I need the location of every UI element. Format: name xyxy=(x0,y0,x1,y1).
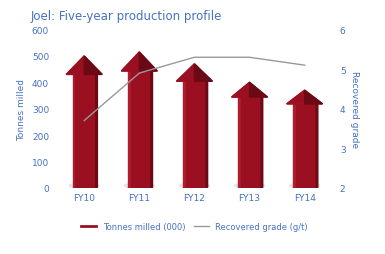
Polygon shape xyxy=(151,72,152,188)
Polygon shape xyxy=(305,91,323,104)
Polygon shape xyxy=(66,57,102,75)
Ellipse shape xyxy=(234,183,264,188)
Polygon shape xyxy=(287,91,305,104)
Polygon shape xyxy=(296,104,316,188)
Polygon shape xyxy=(176,65,213,82)
Polygon shape xyxy=(316,104,318,188)
Ellipse shape xyxy=(124,183,154,188)
Polygon shape xyxy=(139,53,157,72)
Y-axis label: Tonnes milled: Tonnes milled xyxy=(17,78,26,140)
Polygon shape xyxy=(241,98,261,188)
Polygon shape xyxy=(232,83,268,98)
Y-axis label: Recovered grade: Recovered grade xyxy=(350,71,360,148)
Polygon shape xyxy=(194,65,213,82)
Ellipse shape xyxy=(69,183,99,188)
Polygon shape xyxy=(73,75,75,188)
Polygon shape xyxy=(176,65,194,82)
Polygon shape xyxy=(206,82,208,188)
Ellipse shape xyxy=(290,183,320,188)
Polygon shape xyxy=(75,75,96,188)
Polygon shape xyxy=(293,104,296,188)
Polygon shape xyxy=(84,57,102,75)
Polygon shape xyxy=(66,57,84,75)
Text: Joel: Five-year production profile: Joel: Five-year production profile xyxy=(31,10,222,23)
Ellipse shape xyxy=(179,183,209,188)
Polygon shape xyxy=(287,91,323,104)
Polygon shape xyxy=(96,75,97,188)
Polygon shape xyxy=(128,72,131,188)
Polygon shape xyxy=(121,53,157,72)
Polygon shape xyxy=(249,83,268,98)
Polygon shape xyxy=(261,98,263,188)
Polygon shape xyxy=(186,82,206,188)
Polygon shape xyxy=(121,53,139,72)
Polygon shape xyxy=(238,98,241,188)
Legend: Tonnes milled (000), Recovered grade (g/t): Tonnes milled (000), Recovered grade (g/… xyxy=(78,219,311,234)
Polygon shape xyxy=(183,82,186,188)
Polygon shape xyxy=(131,72,151,188)
Polygon shape xyxy=(232,83,249,98)
